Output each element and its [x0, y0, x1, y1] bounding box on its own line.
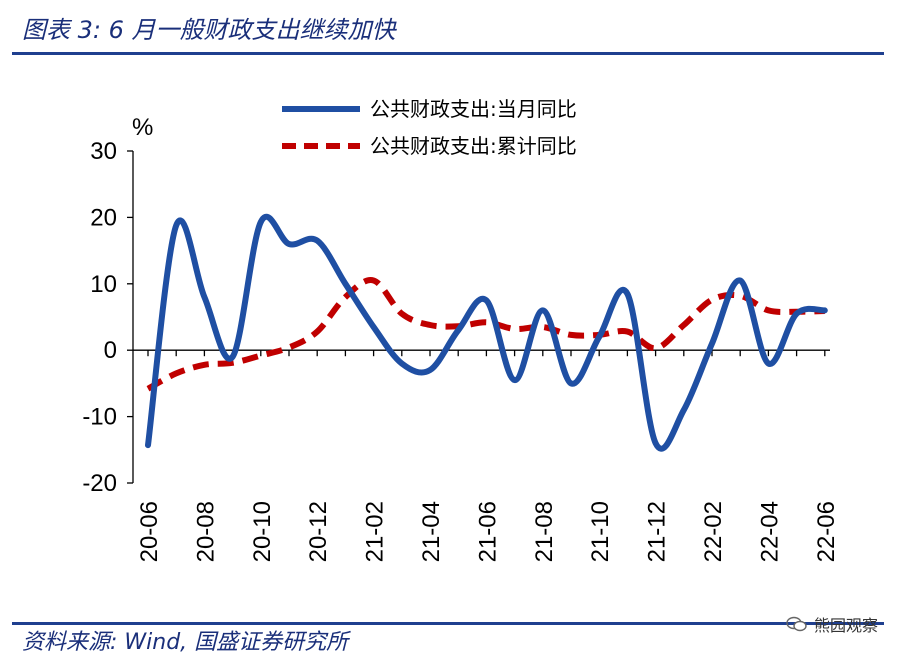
- watermark-text: 熊园观察: [813, 616, 878, 635]
- legend-label-cumulative: 公共财政支出:累计同比: [370, 134, 577, 158]
- x-tick-label: 21-02: [362, 501, 389, 562]
- x-tick-label: 20-08: [192, 501, 219, 562]
- y-tick-label: -10: [82, 404, 117, 431]
- x-tick-label: 21-08: [531, 501, 558, 562]
- legend-label-monthly: 公共财政支出:当月同比: [370, 97, 577, 121]
- series-line-monthly: [145, 213, 828, 452]
- wechat-icon: [786, 616, 807, 632]
- y-tick-label: 0: [104, 337, 117, 364]
- line-chart: 公共财政支出:当月同比 公共财政支出:累计同比 % -20 -10 0 10 20 30 2…: [82, 97, 839, 562]
- x-tick-label: 22-02: [700, 501, 727, 562]
- x-tick-label: 21-12: [644, 501, 671, 562]
- x-tick-label: 20-12: [305, 501, 332, 562]
- y-tick-label: 20: [90, 204, 117, 231]
- x-tick-label: 22-04: [756, 501, 783, 562]
- figure-title: 图表 3: 6 月一般财政支出继续加快: [22, 16, 396, 44]
- x-tick-label: 22-06: [813, 501, 840, 562]
- y-tick-label: -20: [82, 470, 117, 497]
- y-tick-label: 10: [90, 271, 117, 298]
- x-tick-label: 21-10: [587, 501, 614, 562]
- source-note: 资料来源: Wind, 国盛证券研究所: [22, 630, 349, 655]
- title-divider: [12, 52, 884, 55]
- y-tick-label: 30: [90, 138, 117, 165]
- x-tick-label: 20-10: [249, 501, 276, 562]
- axes: -20 -10 0 10 20 30 20-06 20-08 20-10 20-12 21-02 21…: [82, 138, 839, 562]
- series-layer: [145, 213, 828, 452]
- x-tick-label: 20-06: [136, 501, 163, 562]
- y-axis-label: %: [132, 114, 153, 141]
- x-tick-label: 21-06: [474, 501, 501, 562]
- legend: 公共财政支出:当月同比 公共财政支出:累计同比: [282, 97, 577, 158]
- watermark: 熊园观察: [786, 612, 878, 636]
- source-divider: [12, 622, 884, 625]
- x-tick-label: 21-04: [418, 501, 445, 562]
- series-line-cumulative: [146, 277, 825, 392]
